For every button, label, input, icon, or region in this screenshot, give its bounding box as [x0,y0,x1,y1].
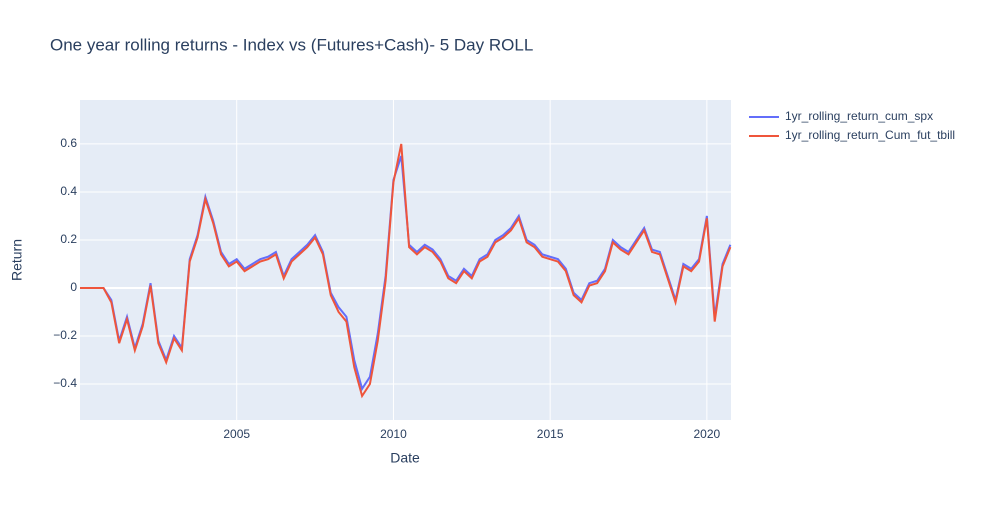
y-tick-label: −0.4 [53,376,77,390]
y-tick-label: 0.2 [60,232,77,246]
legend-label: 1yr_rolling_return_Cum_fut_tbill [785,128,955,142]
y-tick-label: 0.6 [60,136,77,150]
chart-title: One year rolling returns - Index vs (Fut… [50,35,533,54]
x-axis-title: Date [390,450,420,466]
x-tick-label: 2020 [694,427,721,441]
x-tick-label: 2015 [537,427,564,441]
plot-area [80,100,731,420]
legend-label: 1yr_rolling_return_cum_spx [785,109,933,123]
y-axis-title: Return [9,239,25,281]
x-tick-label: 2010 [380,427,407,441]
x-tick-label: 2005 [223,427,250,441]
y-tick-label: 0.4 [60,184,77,198]
data-line [80,143,732,399]
y-tick-label: −0.2 [53,328,77,342]
y-tick-label: 0 [70,280,77,294]
